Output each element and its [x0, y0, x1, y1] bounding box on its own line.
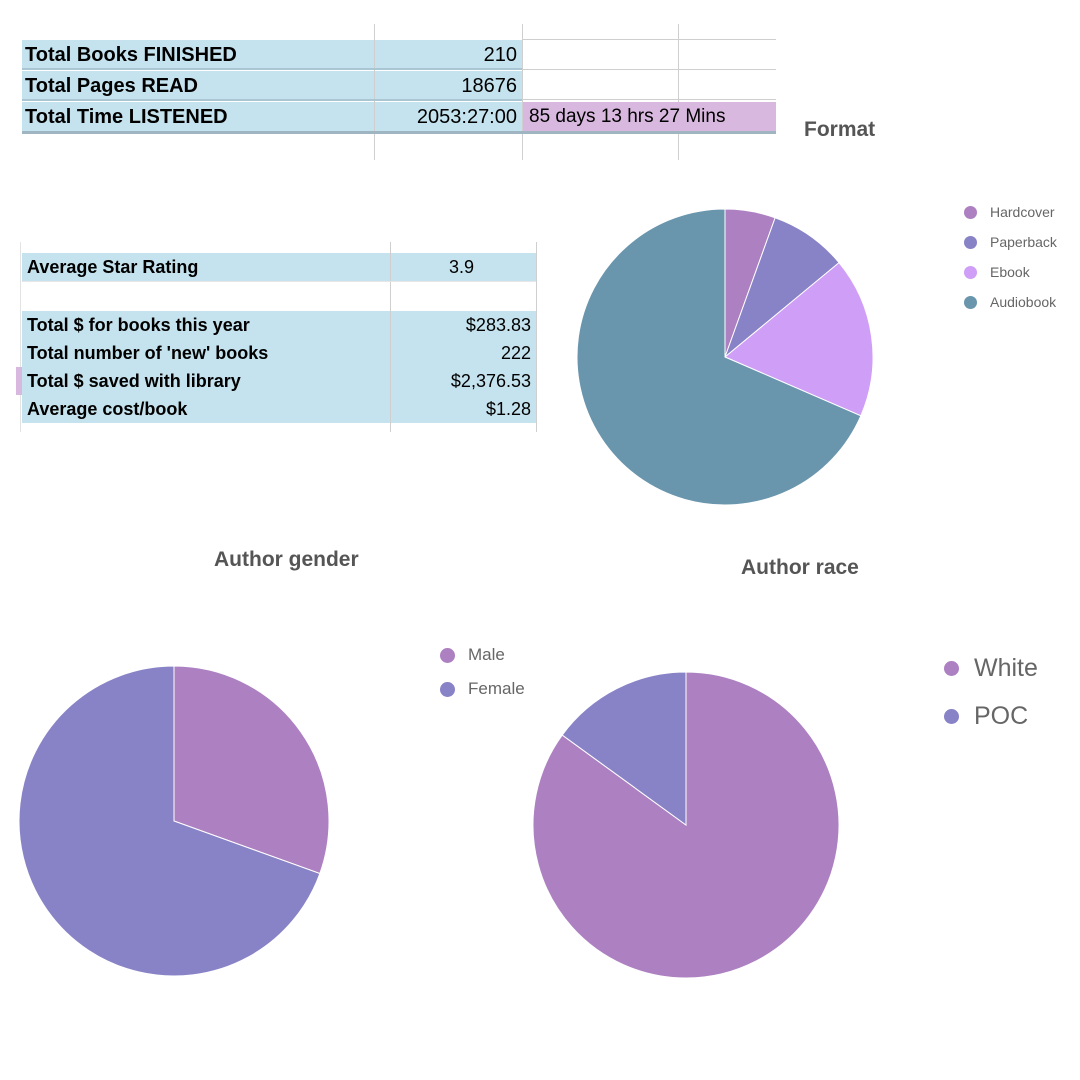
grid-line	[536, 242, 537, 432]
legend-label: Female	[468, 679, 525, 698]
grid-line	[678, 24, 679, 160]
chart-title-race: Author race	[741, 556, 859, 579]
stats-value: 222	[391, 339, 536, 367]
legend-label: Paperback	[990, 234, 1057, 250]
legend-label: White	[974, 654, 1038, 682]
legend-swatch	[944, 708, 959, 724]
legend-swatch	[440, 647, 455, 663]
summary-value: 2053:27:00	[375, 102, 522, 132]
stats-value: $1.28	[391, 395, 536, 423]
summary-label: Total Pages READ	[22, 71, 374, 101]
row-border	[22, 99, 522, 101]
grid-line	[522, 69, 776, 70]
legend-label: Audiobook	[990, 294, 1057, 310]
rating-label: Average Star Rating	[22, 253, 390, 281]
row-border	[22, 131, 776, 134]
chart-title-gender: Author gender	[214, 548, 359, 571]
pie-slice-audiobook	[576, 208, 862, 506]
legend-swatch	[440, 681, 455, 697]
legend-swatch	[944, 660, 959, 676]
summary-label: Total Time LISTENED	[22, 102, 374, 132]
grid-line	[374, 24, 375, 160]
pie-slice-poc	[561, 671, 687, 826]
legend-label: Ebook	[990, 264, 1030, 280]
grid-line	[522, 39, 776, 40]
stats-value: $2,376.53	[391, 367, 536, 395]
listened-duration: 85 days 13 hrs 27 Mins	[523, 102, 776, 132]
legend-swatch	[964, 205, 977, 219]
stats-value: $283.83	[391, 311, 536, 339]
stats-label: Total number of 'new' books	[22, 339, 390, 367]
rating-value: 3.9	[391, 253, 536, 281]
pie-slice-ebook	[724, 261, 874, 417]
stats-label: Total $ for books this year	[22, 311, 390, 339]
chart-title-format: Format	[804, 118, 876, 141]
grid-line	[522, 24, 523, 160]
legend-swatch	[964, 295, 977, 309]
summary-value: 210	[375, 40, 522, 70]
legend-swatch	[964, 265, 977, 279]
legend-label: Hardcover	[990, 204, 1055, 220]
grid-line	[22, 281, 536, 282]
stats-label: Total $ saved with library	[22, 367, 390, 395]
legend-label: POC	[974, 702, 1029, 730]
legend-swatch	[964, 235, 977, 249]
summary-label: Total Books FINISHED	[22, 40, 374, 70]
legend-label: Male	[468, 645, 505, 664]
stats-label: Average cost/book	[22, 395, 390, 423]
grid-line	[522, 99, 776, 100]
grid-line	[390, 242, 391, 432]
grid-line	[20, 242, 21, 432]
pie-slice-male	[173, 665, 330, 875]
row-border	[22, 68, 522, 70]
summary-value: 18676	[375, 71, 522, 101]
row-marker	[16, 367, 22, 395]
pie-slice-female	[18, 665, 321, 977]
